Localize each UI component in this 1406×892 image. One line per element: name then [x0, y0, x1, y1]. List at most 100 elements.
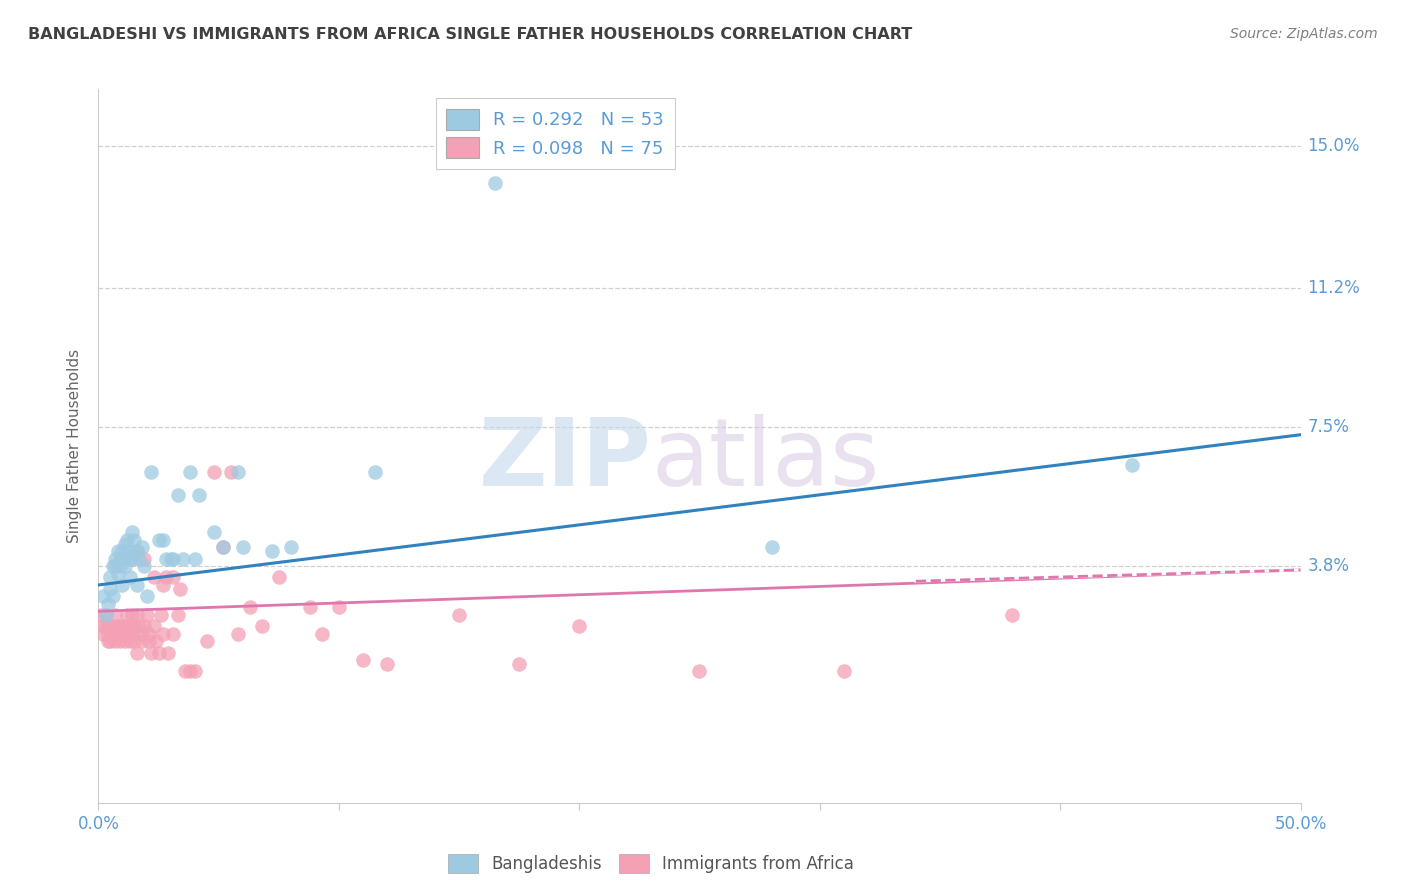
Point	[114, 536, 136, 550]
Point	[107, 619, 129, 633]
Point	[124, 533, 146, 547]
Legend: Bangladeshis, Immigrants from Africa: Bangladeshis, Immigrants from Africa	[441, 847, 860, 880]
Point	[118, 619, 141, 633]
Point	[108, 551, 131, 566]
Point	[107, 627, 129, 641]
Point	[195, 634, 218, 648]
Point	[94, 619, 117, 633]
Point	[111, 544, 134, 558]
Point	[183, 665, 205, 679]
Point	[128, 619, 150, 633]
Point	[104, 634, 127, 648]
Point	[108, 634, 131, 648]
Point	[101, 589, 124, 603]
Point	[138, 627, 160, 641]
Point	[101, 619, 124, 633]
Point	[107, 566, 129, 581]
Point	[118, 551, 141, 566]
Point	[162, 551, 184, 566]
Point	[97, 597, 120, 611]
Point	[202, 525, 225, 540]
Text: BANGLADESHI VS IMMIGRANTS FROM AFRICA SINGLE FATHER HOUSEHOLDS CORRELATION CHART: BANGLADESHI VS IMMIGRANTS FROM AFRICA SI…	[28, 27, 912, 42]
Text: 7.5%: 7.5%	[1308, 418, 1350, 436]
Point	[125, 646, 148, 660]
Point	[124, 548, 146, 562]
Point	[280, 541, 302, 555]
Point	[157, 646, 180, 660]
Point	[174, 665, 197, 679]
Point	[141, 465, 163, 479]
Text: ZIP: ZIP	[478, 414, 651, 507]
Point	[114, 634, 136, 648]
Text: Source: ZipAtlas.com: Source: ZipAtlas.com	[1230, 27, 1378, 41]
Point	[117, 627, 139, 641]
Point	[172, 551, 194, 566]
Point	[328, 600, 350, 615]
Point	[101, 559, 124, 574]
Point	[179, 465, 201, 479]
Point	[128, 551, 150, 566]
Point	[138, 634, 160, 648]
Point	[226, 465, 249, 479]
Point	[568, 619, 591, 633]
Text: 11.2%: 11.2%	[1308, 279, 1361, 297]
Point	[162, 570, 184, 584]
Point	[141, 646, 163, 660]
Point	[135, 589, 157, 603]
Y-axis label: Single Father Households: Single Father Households	[67, 349, 83, 543]
Point	[91, 589, 114, 603]
Point	[121, 607, 143, 622]
Point	[183, 551, 205, 566]
Point	[91, 619, 114, 633]
Text: atlas: atlas	[651, 414, 880, 507]
Point	[118, 634, 141, 648]
Point	[166, 607, 188, 622]
Point	[162, 627, 184, 641]
Point	[100, 634, 122, 648]
Point	[212, 541, 235, 555]
Point	[267, 570, 290, 584]
Point	[188, 488, 211, 502]
Point	[125, 544, 148, 558]
Point	[1121, 458, 1143, 472]
Point	[111, 551, 134, 566]
Point	[91, 627, 114, 641]
Point	[219, 465, 242, 479]
Point	[124, 634, 146, 648]
Point	[125, 607, 148, 622]
Point	[94, 607, 117, 622]
Point	[152, 578, 174, 592]
Text: 3.8%: 3.8%	[1308, 558, 1350, 575]
Point	[132, 551, 155, 566]
Point	[117, 607, 139, 622]
Point	[761, 541, 783, 555]
Point	[132, 619, 155, 633]
Point	[226, 627, 249, 641]
Point	[121, 551, 143, 566]
Point	[508, 657, 530, 671]
Point	[145, 634, 167, 648]
Point	[132, 559, 155, 574]
Point	[1001, 607, 1024, 622]
Point	[117, 533, 139, 547]
Point	[212, 541, 235, 555]
Point	[250, 619, 273, 633]
Point	[352, 653, 374, 667]
Point	[125, 578, 148, 592]
Point	[124, 619, 146, 633]
Point	[97, 634, 120, 648]
Point	[260, 544, 283, 558]
Point	[111, 578, 134, 592]
Point	[108, 559, 131, 574]
Point	[121, 627, 143, 641]
Point	[90, 607, 112, 622]
Point	[202, 465, 225, 479]
Point	[114, 619, 136, 633]
Point	[148, 646, 170, 660]
Point	[131, 634, 153, 648]
Point	[179, 665, 201, 679]
Point	[152, 627, 174, 641]
Point	[232, 541, 254, 555]
Point	[166, 488, 188, 502]
Point	[159, 551, 181, 566]
